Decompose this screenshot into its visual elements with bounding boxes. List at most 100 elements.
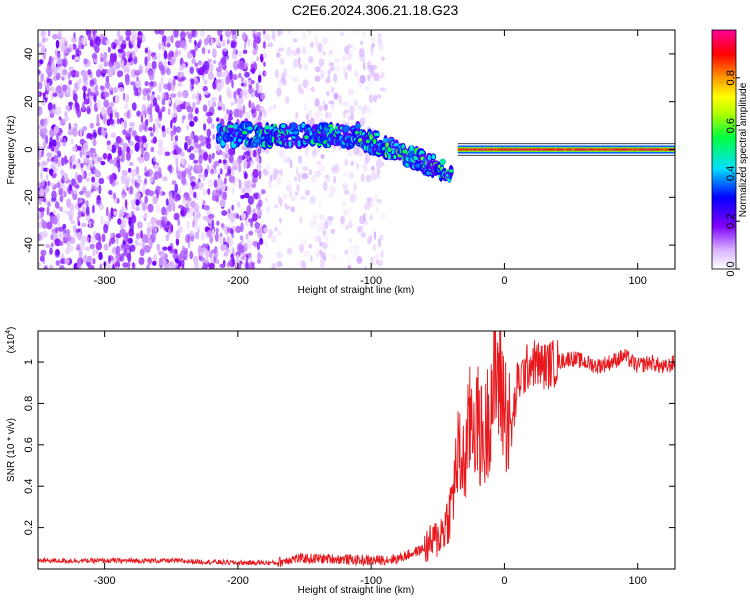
- noise-cell: [171, 180, 177, 185]
- noise-cell: [257, 114, 262, 122]
- noise-cell: [292, 76, 299, 83]
- noise-cell: [147, 203, 154, 213]
- noise-cell: [152, 55, 158, 60]
- noise-cell: [113, 86, 118, 94]
- noise-cell: [63, 233, 68, 238]
- noise-cell: [40, 218, 45, 228]
- noise-cell: [199, 30, 206, 38]
- noise-cell: [208, 153, 212, 164]
- noise-cell: [91, 176, 95, 183]
- noise-cell: [315, 170, 322, 177]
- noise-cell: [128, 43, 133, 49]
- noise-cell: [193, 191, 197, 199]
- noise-cell: [372, 94, 377, 103]
- noise-cell: [64, 47, 69, 54]
- noise-cell: [59, 240, 64, 246]
- noise-cell: [192, 101, 196, 109]
- noise-cell: [147, 238, 152, 245]
- noise-cell: [362, 61, 366, 71]
- noise-cell: [108, 212, 112, 222]
- noise-cell: [152, 136, 157, 144]
- noise-cell: [231, 247, 235, 253]
- noise-cell: [140, 114, 144, 124]
- noise-cell: [248, 100, 252, 109]
- noise-cell: [74, 82, 78, 90]
- noise-cell: [381, 56, 385, 62]
- noise-cell: [56, 52, 61, 59]
- noise-cell: [95, 69, 102, 78]
- noise-cell: [42, 37, 46, 43]
- noise-cell: [333, 145, 337, 150]
- noise-cell: [243, 79, 248, 89]
- noise-cell: [308, 169, 312, 176]
- noise-cell: [87, 172, 92, 177]
- noise-cell: [268, 106, 273, 112]
- noise-cell: [170, 265, 176, 269]
- noise-cell: [184, 141, 188, 151]
- noise-cell: [250, 149, 254, 155]
- noise-cell: [305, 146, 310, 151]
- noise-cell: [347, 257, 351, 265]
- noise-cell: [215, 259, 220, 265]
- noise-cell: [49, 214, 54, 225]
- noise-cell: [242, 159, 248, 170]
- noise-cell: [308, 55, 314, 64]
- noise-cell: [168, 164, 173, 174]
- noise-cell: [129, 122, 136, 127]
- noise-cell: [46, 76, 50, 83]
- noise-cell: [178, 253, 182, 262]
- noise-cell: [228, 148, 234, 156]
- noise-cell: [152, 123, 156, 133]
- noise-cell: [365, 174, 372, 183]
- noise-cell: [177, 71, 181, 79]
- noise-cell: [161, 125, 166, 132]
- noise-cell: [170, 93, 177, 98]
- noise-cell: [78, 78, 82, 83]
- noise-cell: [216, 117, 220, 122]
- noise-cell: [222, 69, 228, 78]
- noise-cell: [174, 98, 180, 106]
- noise-cell: [379, 212, 386, 220]
- noise-cell: [280, 58, 285, 65]
- signal-cell: [281, 124, 286, 129]
- noise-cell: [347, 64, 353, 72]
- noise-cell: [105, 75, 110, 84]
- noise-cell: [48, 168, 54, 175]
- noise-cell: [374, 193, 378, 202]
- noise-cell: [260, 189, 266, 195]
- noise-cell: [193, 116, 198, 122]
- noise-cell: [225, 145, 229, 152]
- noise-cell: [369, 214, 373, 221]
- noise-cell: [108, 190, 113, 195]
- noise-cell: [203, 90, 210, 95]
- noise-cell: [221, 39, 226, 47]
- noise-cell: [54, 201, 60, 209]
- noise-cell: [74, 100, 79, 109]
- noise-cell: [314, 66, 321, 73]
- noise-cell: [52, 108, 57, 115]
- noise-cell: [224, 30, 231, 38]
- noise-cell: [77, 199, 81, 205]
- noise-cell: [212, 133, 215, 140]
- noise-cell: [258, 193, 261, 200]
- noise-cell: [359, 47, 365, 58]
- noise-cell: [147, 107, 153, 115]
- noise-cell: [83, 79, 89, 87]
- noise-cell: [149, 81, 155, 87]
- noise-cell: [192, 211, 196, 217]
- noise-cell: [232, 212, 238, 218]
- noise-cell: [57, 226, 65, 232]
- noise-cell: [75, 49, 82, 56]
- noise-cell: [158, 123, 161, 128]
- noise-cell: [278, 47, 284, 52]
- noise-cell: [138, 257, 145, 265]
- noise-cell: [202, 189, 208, 196]
- noise-cell: [150, 146, 155, 153]
- noise-cell: [134, 79, 142, 89]
- signal-cell: [365, 139, 370, 144]
- noise-cell: [172, 108, 178, 118]
- noise-cell: [210, 38, 215, 45]
- noise-cell: [144, 81, 149, 87]
- noise-cell: [59, 132, 64, 141]
- noise-cell: [74, 56, 81, 61]
